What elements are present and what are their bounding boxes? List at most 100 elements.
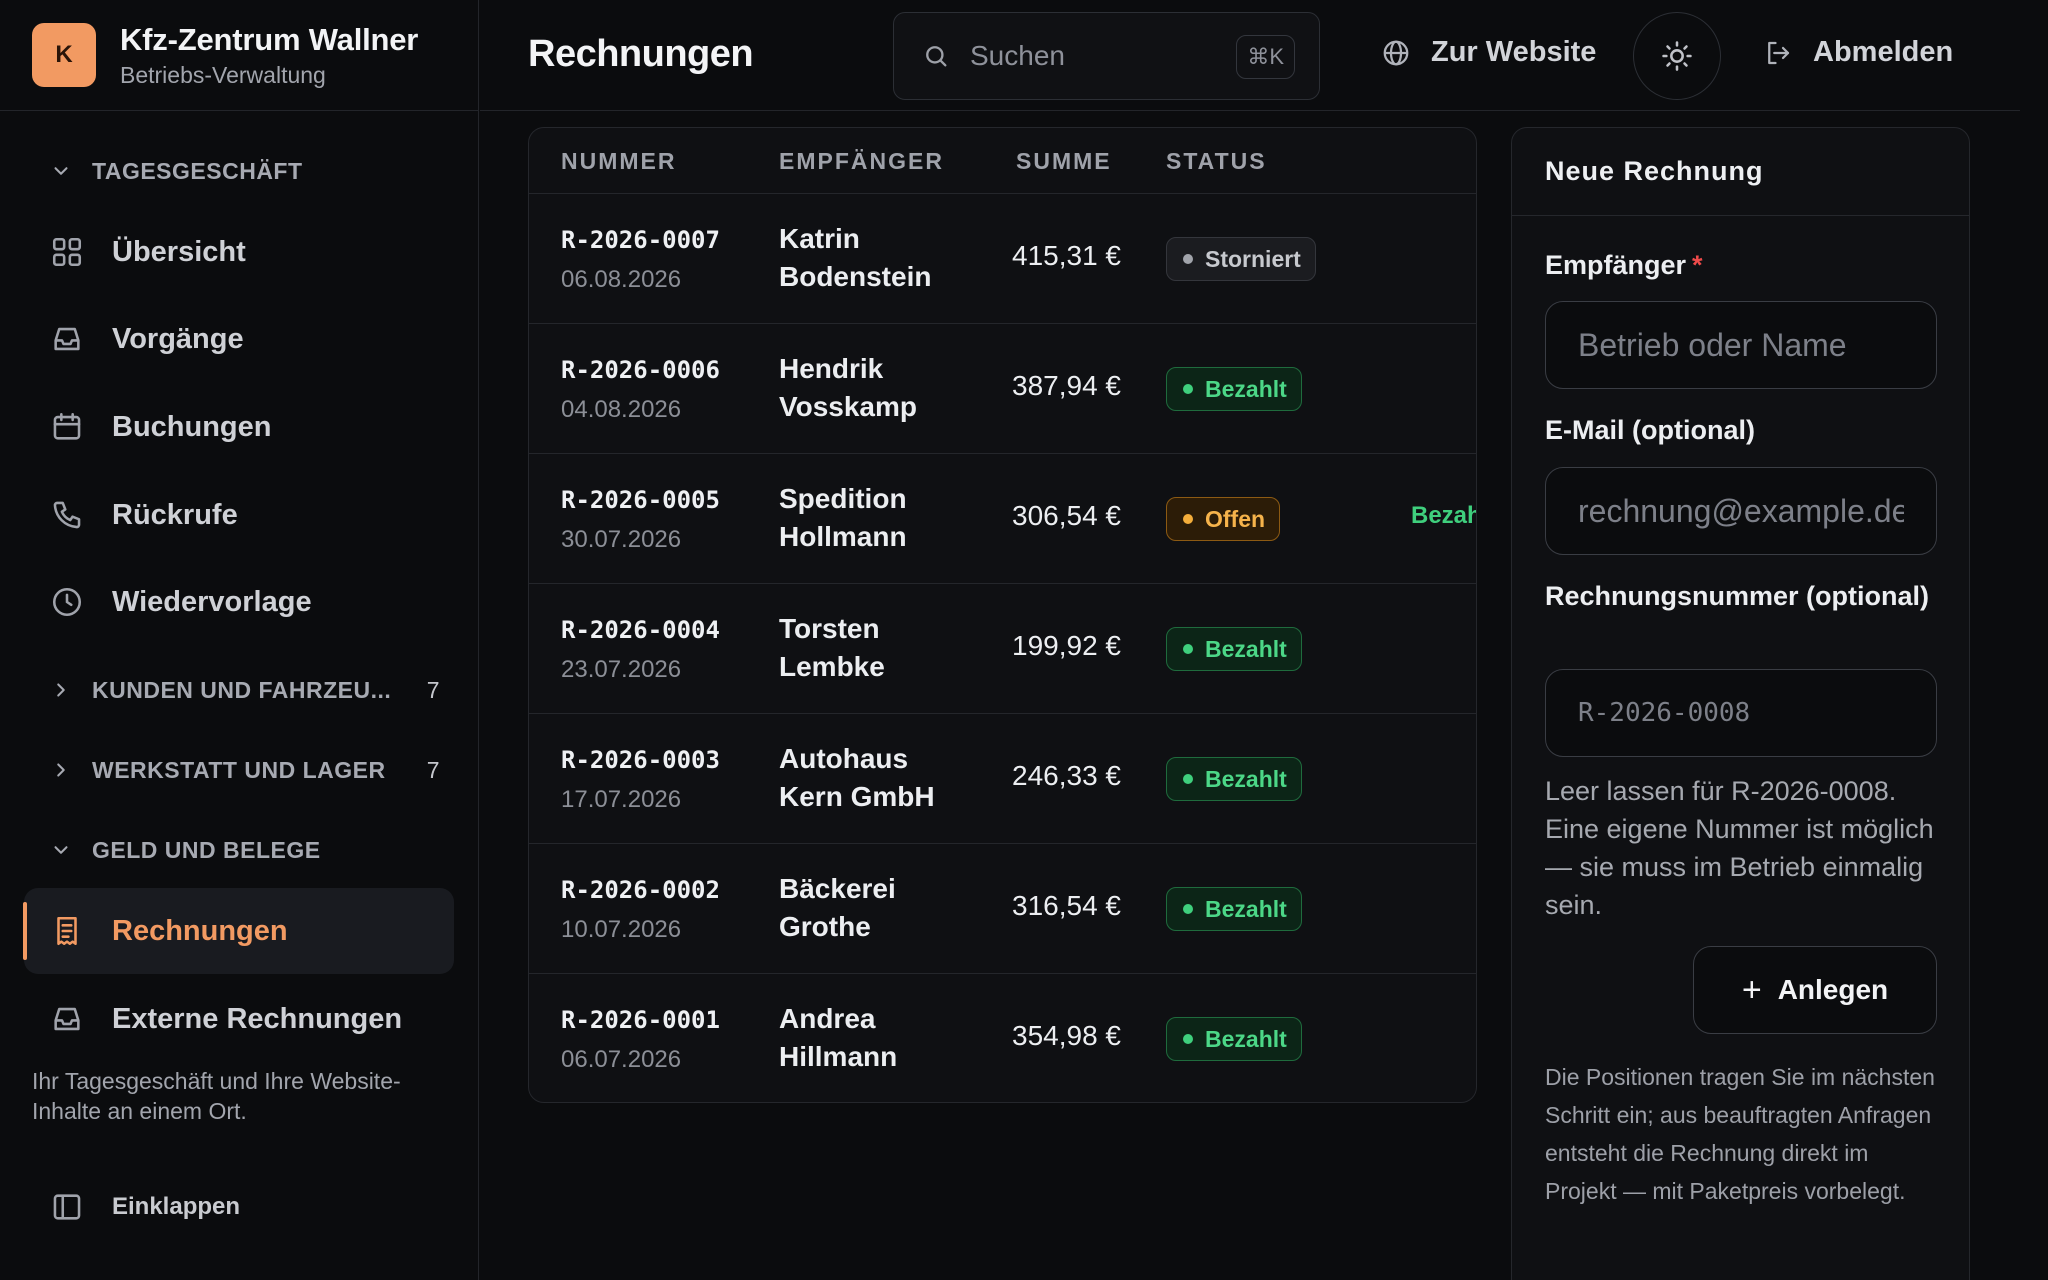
- group-count: 7: [426, 676, 440, 703]
- sidebar-note: Ihr Tagesgeschäft und Ihre Website-Inhal…: [32, 1068, 401, 1124]
- group-geld-belege[interactable]: GELD UND BELEGE: [50, 830, 440, 870]
- sidebar-item-uebersicht[interactable]: Übersicht: [24, 209, 454, 295]
- status-dot: [1183, 904, 1193, 914]
- invoice-number[interactable]: R-2026-0004: [561, 616, 720, 644]
- search-input[interactable]: Suchen ⌘K: [893, 12, 1320, 100]
- status-dot: [1183, 384, 1193, 394]
- status-dot: [1183, 774, 1193, 784]
- invoice-number[interactable]: R-2026-0003: [561, 746, 720, 774]
- email-field[interactable]: [1545, 467, 1937, 555]
- group-kunden-fahrzeuge[interactable]: KUNDEN UND FAHRZEU... 7: [50, 670, 440, 710]
- sidebar-item-wiedervorlage[interactable]: Wiedervorlage: [24, 559, 454, 645]
- cell-recipient: Andrea Hillmann: [779, 1000, 949, 1076]
- status-label: Bezahlt: [1205, 895, 1287, 922]
- logout-button[interactable]: Abmelden: [1763, 36, 1953, 69]
- recipient-line: Vosskamp: [779, 391, 917, 422]
- table-row[interactable]: R-2026-0004 23.07.2026 Torsten Lembke 19…: [529, 584, 1476, 714]
- table-row[interactable]: R-2026-0003 17.07.2026 Autohaus Kern Gmb…: [529, 714, 1476, 844]
- chevron-down-icon: [54, 167, 68, 175]
- sidebar: K Kfz-Zentrum Wallner Betriebs-Verwaltun…: [0, 0, 479, 1280]
- status-dot: [1183, 1034, 1193, 1044]
- collapse-label: Einklappen: [112, 1193, 241, 1220]
- recipient-line: Spedition: [779, 483, 907, 514]
- sidebar-item-rueckrufe[interactable]: Rückrufe: [24, 472, 454, 558]
- email-label: E-Mail (optional): [1545, 415, 1755, 445]
- recipient-line: Hendrik: [779, 353, 884, 384]
- invoice-number-field[interactable]: [1545, 669, 1937, 757]
- brand-logo[interactable]: K: [32, 23, 96, 87]
- phone-icon: [53, 501, 81, 529]
- group-label: GELD UND BELEGE: [92, 836, 321, 863]
- invoice-number[interactable]: R-2026-0005: [561, 486, 720, 514]
- cell-recipient: Spedition Hollmann: [779, 480, 949, 556]
- page-title: Rechnungen: [528, 33, 754, 75]
- table-row[interactable]: R-2026-0005 30.07.2026 Spedition Hollman…: [529, 454, 1476, 584]
- group-tagesgeschaeft[interactable]: TAGESGESCHÄFT: [50, 151, 440, 191]
- mark-paid-button[interactable]: Bezah: [1411, 502, 1477, 529]
- table-row[interactable]: R-2026-0002 10.07.2026 Bäckerei Grothe 3…: [529, 844, 1476, 974]
- status-dot: [1183, 254, 1193, 264]
- recipient-label: Empfänger *: [1545, 246, 1945, 284]
- group-label: KUNDEN UND FAHRZEU...: [92, 676, 392, 703]
- invoice-date: 06.07.2026: [561, 1046, 682, 1073]
- column-header-sum[interactable]: SUMME: [1016, 148, 1112, 174]
- recipient-line: Lembke: [779, 651, 885, 682]
- logout-icon: [1768, 41, 1790, 64]
- status-label: Bezahlt: [1205, 765, 1287, 792]
- status-badge: Bezahlt: [1166, 757, 1302, 801]
- cell-number: R-2026-0003 17.07.2026: [561, 746, 720, 814]
- sidebar-item-buchungen[interactable]: Buchungen: [24, 384, 454, 470]
- cell-sum: 199,92 €: [1012, 630, 1121, 661]
- collapse-button[interactable]: Einklappen: [50, 1190, 240, 1224]
- group-count: 7: [426, 756, 440, 783]
- logout-label: Abmelden: [1813, 36, 1954, 68]
- clock-icon: [52, 587, 82, 617]
- group-werkstatt-lager[interactable]: WERKSTATT UND LAGER 7: [50, 750, 440, 790]
- table-row[interactable]: R-2026-0007 06.08.2026 Katrin Bodenstein…: [529, 194, 1476, 324]
- recipient-line: Autohaus: [779, 743, 909, 774]
- invoice-date: 30.07.2026: [561, 526, 682, 553]
- recipient-field[interactable]: [1545, 301, 1937, 389]
- sidebar-item-label: Übersicht: [112, 235, 246, 268]
- website-link[interactable]: Zur Website: [1381, 36, 1596, 69]
- recipient-line: Torsten: [779, 613, 880, 644]
- receipt-icon: [57, 916, 77, 946]
- theme-toggle-button[interactable]: [1633, 12, 1721, 100]
- create-button[interactable]: + Anlegen: [1693, 946, 1937, 1034]
- plus-icon: +: [1741, 971, 1762, 1009]
- column-header-number[interactable]: NUMMER: [561, 148, 677, 174]
- chevron-right-icon: [57, 683, 65, 697]
- recipient-line: Hillmann: [779, 1041, 898, 1072]
- sidebar-item-label: Wiedervorlage: [112, 585, 312, 618]
- recipient-label-text: Empfänger: [1545, 250, 1687, 280]
- globe-icon: [1383, 40, 1409, 65]
- sidebar-item-externe-rechnungen[interactable]: Externe Rechnungen: [24, 976, 454, 1062]
- required-mark: *: [1692, 250, 1703, 280]
- status-label: Bezahlt: [1205, 635, 1287, 662]
- sidebar-item-vorgaenge[interactable]: Vorgänge: [24, 296, 454, 382]
- column-header-status[interactable]: STATUS: [1166, 148, 1267, 174]
- invoice-number[interactable]: R-2026-0006: [561, 356, 720, 384]
- cell-sum: 415,31 €: [1012, 240, 1121, 271]
- invoice-date: 06.08.2026: [561, 266, 682, 293]
- sun-icon: [1662, 41, 1692, 71]
- cell-number: R-2026-0001 06.07.2026: [561, 1006, 720, 1074]
- table-row[interactable]: R-2026-0001 06.07.2026 Andrea Hillmann 3…: [529, 974, 1476, 1102]
- invoice-number[interactable]: R-2026-0007: [561, 226, 720, 254]
- recipient-line: Andrea: [779, 1003, 876, 1034]
- search-placeholder: Suchen: [970, 40, 1065, 71]
- sidebar-item-label: Rückrufe: [112, 498, 238, 531]
- sidebar-item-rechnungen[interactable]: Rechnungen: [23, 888, 454, 974]
- status-label: Bezahlt: [1205, 375, 1287, 402]
- column-header-recipient[interactable]: EMPFÄNGER: [779, 148, 944, 174]
- table-row[interactable]: R-2026-0006 04.08.2026 Hendrik Vosskamp …: [529, 324, 1476, 454]
- cell-sum: 306,54 €: [1012, 500, 1121, 531]
- invoice-date: 23.07.2026: [561, 656, 682, 683]
- invoice-number[interactable]: R-2026-0002: [561, 876, 720, 904]
- invoice-number[interactable]: R-2026-0001: [561, 1006, 720, 1034]
- recipient-line: Bodenstein: [779, 261, 932, 292]
- create-label: Anlegen: [1777, 974, 1889, 1005]
- brand-subtitle: Betriebs-Verwaltung: [120, 61, 326, 88]
- cell-sum: 354,98 €: [1012, 1020, 1121, 1051]
- cell-recipient: Autohaus Kern GmbH: [779, 740, 949, 816]
